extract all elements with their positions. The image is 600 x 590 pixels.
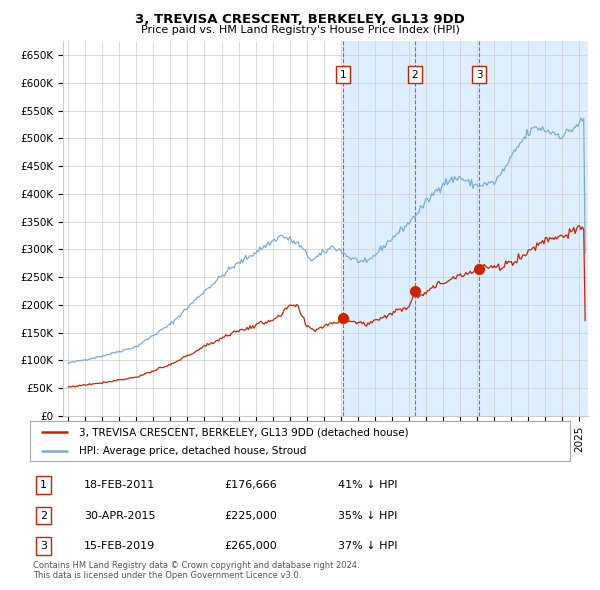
Text: 18-FEB-2011: 18-FEB-2011 xyxy=(84,480,155,490)
Text: Contains HM Land Registry data © Crown copyright and database right 2024.: Contains HM Land Registry data © Crown c… xyxy=(33,560,359,569)
Text: 1: 1 xyxy=(40,480,47,490)
Text: 15-FEB-2019: 15-FEB-2019 xyxy=(84,542,155,552)
Text: This data is licensed under the Open Government Licence v3.0.: This data is licensed under the Open Gov… xyxy=(33,571,301,580)
Text: £176,666: £176,666 xyxy=(224,480,277,490)
Text: Price paid vs. HM Land Registry's House Price Index (HPI): Price paid vs. HM Land Registry's House … xyxy=(140,25,460,35)
Bar xyxy=(343,41,588,416)
Text: 2: 2 xyxy=(40,510,47,520)
Text: 41% ↓ HPI: 41% ↓ HPI xyxy=(338,480,397,490)
Text: £225,000: £225,000 xyxy=(224,510,277,520)
Text: 2: 2 xyxy=(412,70,418,80)
Text: 3, TREVISA CRESCENT, BERKELEY, GL13 9DD (detached house): 3, TREVISA CRESCENT, BERKELEY, GL13 9DD … xyxy=(79,427,408,437)
Text: 35% ↓ HPI: 35% ↓ HPI xyxy=(338,510,397,520)
Text: 37% ↓ HPI: 37% ↓ HPI xyxy=(338,542,397,552)
Text: 3, TREVISA CRESCENT, BERKELEY, GL13 9DD: 3, TREVISA CRESCENT, BERKELEY, GL13 9DD xyxy=(135,13,465,26)
Text: £265,000: £265,000 xyxy=(224,542,277,552)
Text: 1: 1 xyxy=(340,70,346,80)
Text: 3: 3 xyxy=(40,542,47,552)
Text: 3: 3 xyxy=(476,70,482,80)
Text: HPI: Average price, detached house, Stroud: HPI: Average price, detached house, Stro… xyxy=(79,445,306,455)
Text: 30-APR-2015: 30-APR-2015 xyxy=(84,510,155,520)
